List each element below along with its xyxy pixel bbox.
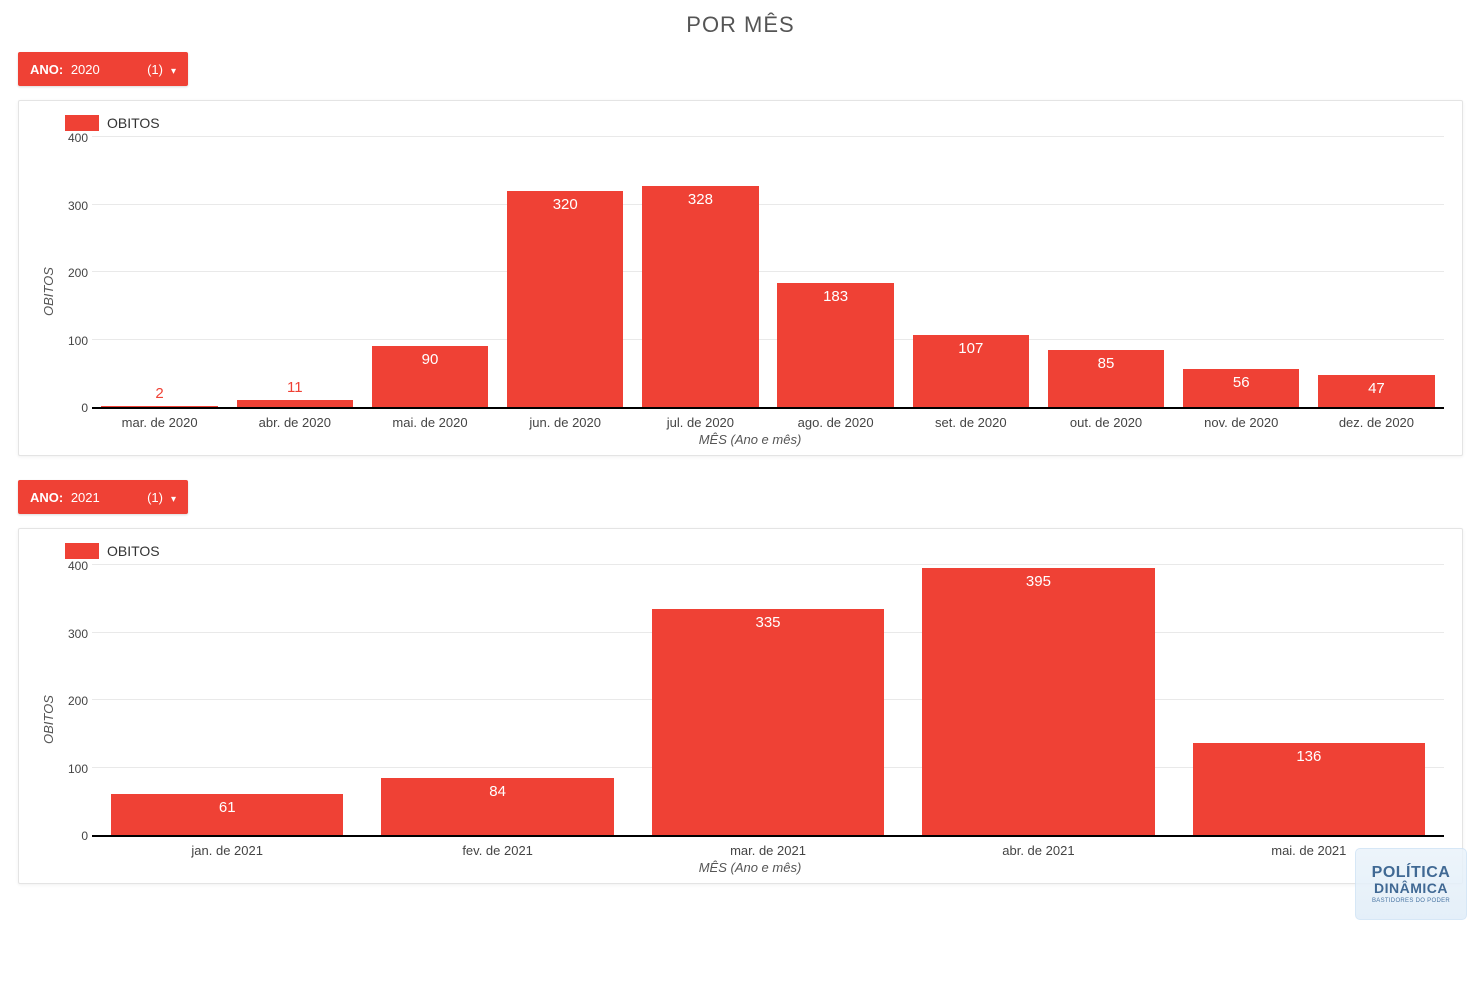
y-tick-label: 0: [56, 401, 88, 415]
watermark-subtitle: BASTIDORES DO PODER: [1372, 898, 1450, 904]
legend-swatch: [65, 543, 99, 559]
bar: [101, 406, 217, 407]
y-tick-label: 100: [56, 334, 88, 348]
chart-wrap: OBITOS01002003004006184335395136jan. de …: [37, 565, 1444, 875]
x-tick-label: out. de 2020: [1038, 409, 1173, 430]
bar-value-label: 61: [219, 799, 236, 816]
plot: 010020030040021190320328183107855647mar.…: [56, 137, 1444, 447]
legend-label: OBITOS: [107, 543, 160, 559]
x-tick-label: mar. de 2020: [92, 409, 227, 430]
plot-area: 010020030040021190320328183107855647: [92, 137, 1444, 409]
bars-row: 2 11 90 320 328 183 107 85 56 47: [92, 137, 1444, 407]
chevron-down-icon: ▾: [171, 494, 176, 505]
x-tick-label: set. de 2020: [903, 409, 1038, 430]
bar-slot: 11: [227, 137, 362, 407]
y-axis-label: OBITOS: [37, 565, 56, 875]
filter-label: ANO:: [30, 490, 63, 505]
x-tick-label: jul. de 2020: [633, 409, 768, 430]
bar: [922, 568, 1155, 835]
x-tick-label: jan. de 2021: [92, 837, 362, 858]
bar-value-label: 328: [688, 191, 713, 208]
bar-value-label: 84: [489, 783, 506, 800]
bar-slot: 335: [633, 565, 903, 835]
bar-slot: 85: [1038, 137, 1173, 407]
bar-value-label: 2: [155, 385, 163, 402]
bar-slot: 183: [768, 137, 903, 407]
y-tick-label: 400: [56, 131, 88, 145]
bar-slot: 56: [1174, 137, 1309, 407]
bar-slot: 61: [92, 565, 362, 835]
bars-row: 61 84 335 395 136: [92, 565, 1444, 835]
filter-value: 2020: [67, 62, 100, 77]
bar-slot: 395: [903, 565, 1173, 835]
y-tick-label: 200: [56, 266, 88, 280]
charts-container: ANO: 2020(1)▾OBITOSOBITOS010020030040021…: [12, 52, 1469, 884]
x-axis: mar. de 2020abr. de 2020mai. de 2020jun.…: [92, 409, 1444, 430]
legend-label: OBITOS: [107, 115, 160, 131]
bar: [507, 191, 623, 407]
year-filter-chip[interactable]: ANO: 2020 (1) ▾: [18, 52, 188, 86]
bar-value-label: 56: [1233, 374, 1250, 391]
bar: [237, 400, 353, 407]
y-tick-label: 300: [56, 627, 88, 641]
bar-value-label: 395: [1026, 573, 1051, 590]
plot-area: 01002003004006184335395136: [92, 565, 1444, 837]
bar-value-label: 335: [756, 614, 781, 631]
bar-slot: 320: [498, 137, 633, 407]
y-tick-label: 100: [56, 762, 88, 776]
chart-legend: OBITOS: [65, 543, 1444, 559]
x-tick-label: nov. de 2020: [1174, 409, 1309, 430]
y-axis-label: OBITOS: [37, 137, 56, 447]
y-tick-label: 0: [56, 829, 88, 843]
y-tick-label: 400: [56, 559, 88, 573]
x-tick-label: jun. de 2020: [498, 409, 633, 430]
watermark-line2: DINÂMICA: [1374, 880, 1448, 896]
x-tick-label: dez. de 2020: [1309, 409, 1444, 430]
bar-slot: 84: [362, 565, 632, 835]
x-tick-label: mai. de 2020: [362, 409, 497, 430]
chart-card: OBITOSOBITOS01002003004006184335395136ja…: [18, 528, 1463, 884]
bar-value-label: 136: [1296, 748, 1321, 765]
filter-count: (1): [147, 62, 163, 77]
x-tick-label: abr. de 2021: [903, 837, 1173, 858]
chevron-down-icon: ▾: [171, 66, 176, 77]
x-tick-label: abr. de 2020: [227, 409, 362, 430]
bar-slot: 47: [1309, 137, 1444, 407]
bar: [642, 186, 758, 407]
bar-slot: 90: [362, 137, 497, 407]
bar-slot: 2: [92, 137, 227, 407]
watermark-badge: POLÍTICA DINÂMICA BASTIDORES DO PODER: [1355, 848, 1467, 920]
page-title: POR MÊS: [12, 12, 1469, 38]
x-tick-label: mar. de 2021: [633, 837, 903, 858]
bar-value-label: 47: [1368, 380, 1385, 397]
bar-slot: 136: [1174, 565, 1444, 835]
filter-count: (1): [147, 490, 163, 505]
y-tick-label: 300: [56, 199, 88, 213]
chart-wrap: OBITOS0100200300400211903203281831078556…: [37, 137, 1444, 447]
bar: [652, 609, 885, 835]
plot: 01002003004006184335395136jan. de 2021fe…: [56, 565, 1444, 875]
bar-value-label: 11: [287, 379, 303, 396]
bar-value-label: 90: [422, 351, 439, 368]
bar-value-label: 183: [823, 288, 848, 305]
bar-slot: 107: [903, 137, 1038, 407]
x-axis-caption: MÊS (Ano e mês): [56, 432, 1444, 447]
chart-legend: OBITOS: [65, 115, 1444, 131]
filter-value: 2021: [67, 490, 100, 505]
x-axis-caption: MÊS (Ano e mês): [56, 860, 1444, 875]
y-tick-label: 200: [56, 694, 88, 708]
legend-swatch: [65, 115, 99, 131]
x-axis: jan. de 2021fev. de 2021mar. de 2021abr.…: [92, 837, 1444, 858]
bar-slot: 328: [633, 137, 768, 407]
page: POR MÊS ANO: 2020(1)▾OBITOSOBITOS0100200…: [0, 0, 1481, 928]
filter-label: ANO:: [30, 62, 63, 77]
x-tick-label: ago. de 2020: [768, 409, 903, 430]
chart-card: OBITOSOBITOS0100200300400211903203281831…: [18, 100, 1463, 456]
bar-value-label: 107: [958, 340, 983, 357]
bar-value-label: 320: [553, 196, 578, 213]
x-tick-label: fev. de 2021: [362, 837, 632, 858]
bar-value-label: 85: [1098, 355, 1115, 372]
year-filter-chip[interactable]: ANO: 2021 (1) ▾: [18, 480, 188, 514]
